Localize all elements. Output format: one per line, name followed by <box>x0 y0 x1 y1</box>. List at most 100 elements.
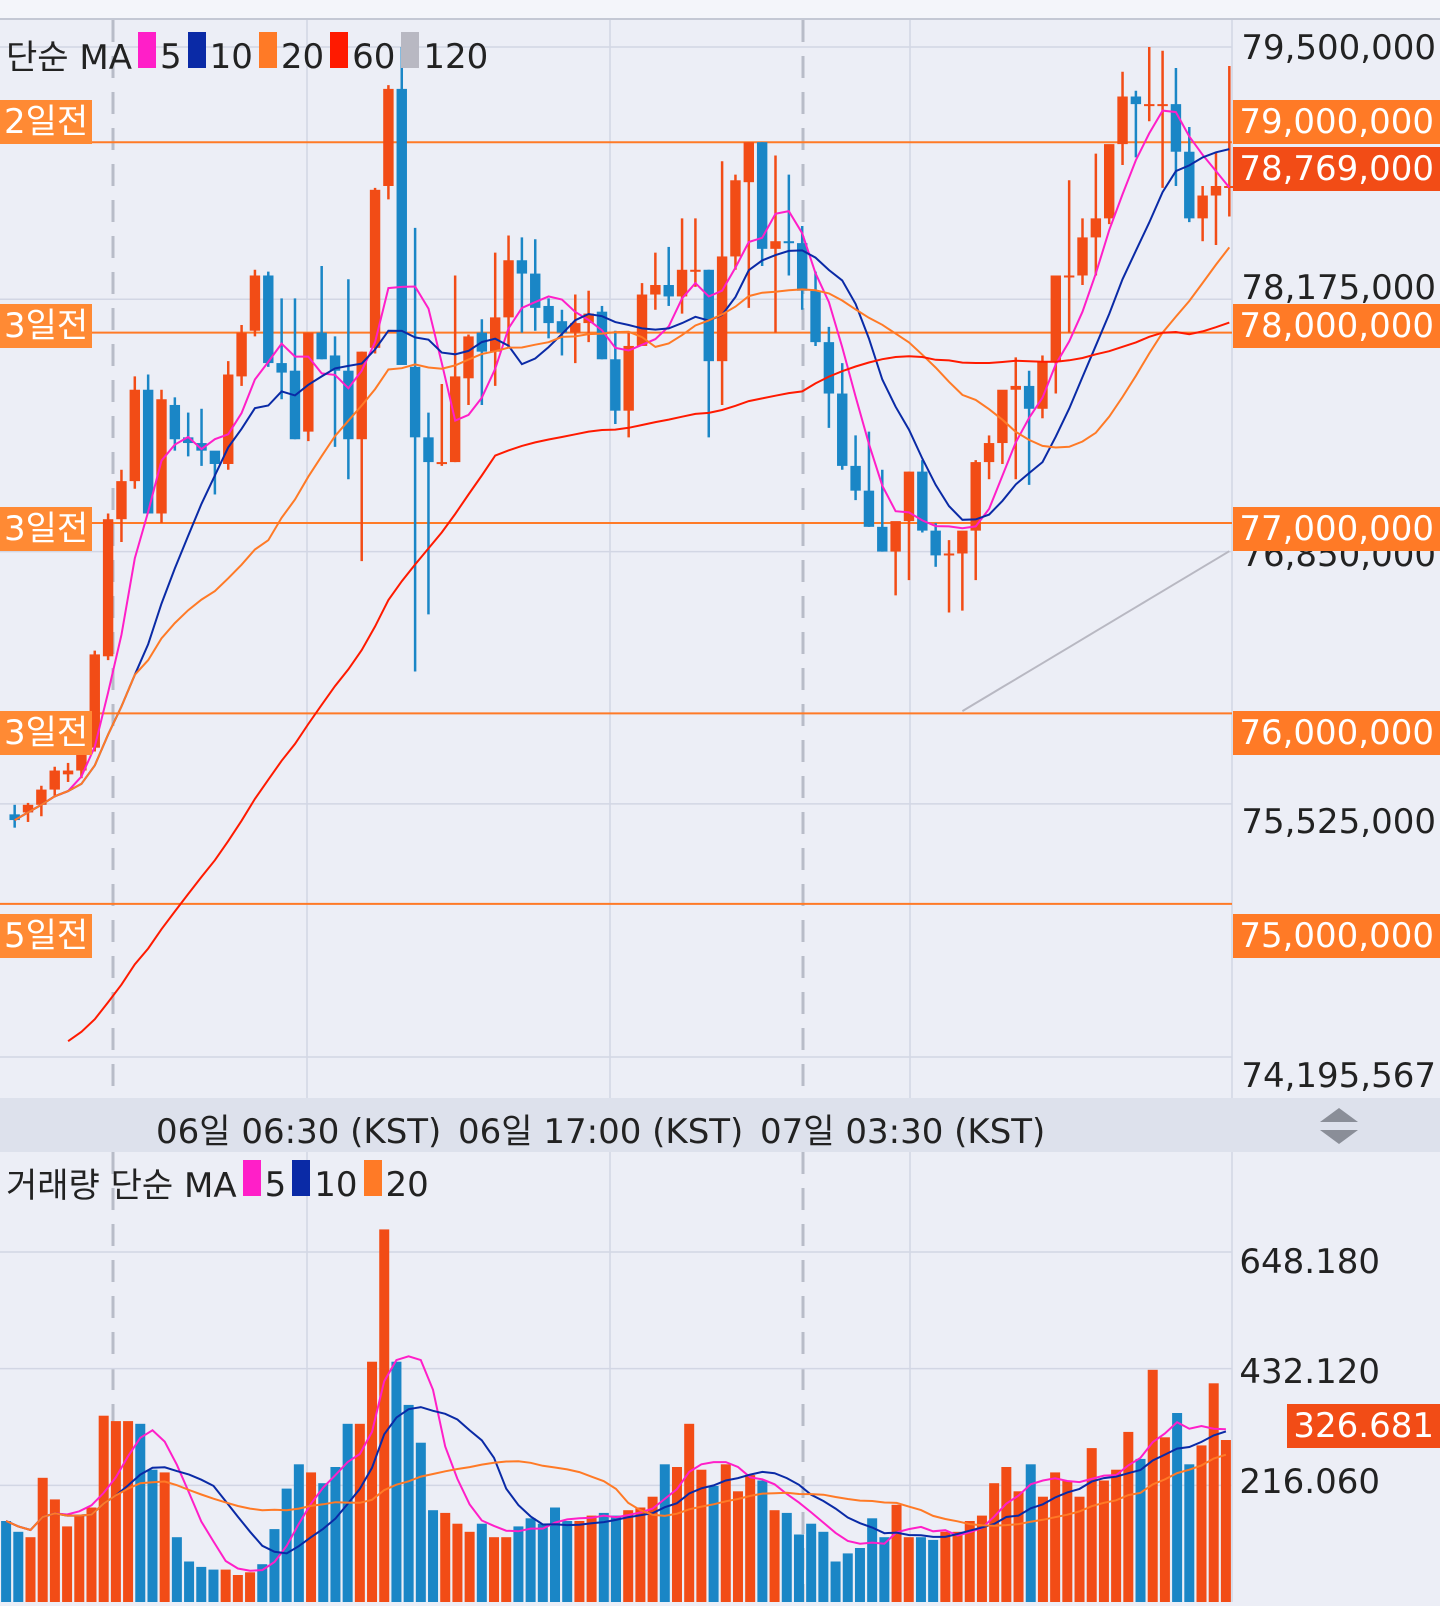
candle-1 <box>22 804 34 813</box>
price-ma-label-60: 60 <box>352 37 396 77</box>
level-tag-78000000: 78,000,000 <box>1233 304 1440 348</box>
volume-bar-17 <box>208 1569 219 1602</box>
candle-17 <box>236 332 247 377</box>
level-tag-76000000: 76,000,000 <box>1233 711 1440 755</box>
volume-bar-18 <box>220 1569 231 1602</box>
volume-bar-67 <box>818 1531 829 1602</box>
ma60-line <box>67 321 1230 1043</box>
candle-34 <box>463 336 474 379</box>
volume-bar-33 <box>403 1404 414 1602</box>
volume-legend-label: 거래량 단순 MA <box>6 1166 237 1206</box>
vol-ma-label-5: 5 <box>264 1165 287 1205</box>
vol-ma-label-10: 10 <box>314 1165 358 1205</box>
volume-axis-label-0: 648.180 <box>1239 1242 1380 1282</box>
candle-15 <box>209 450 221 464</box>
candle-83 <box>1117 96 1128 145</box>
candle-27 <box>369 189 381 348</box>
price-ma-swatch-20 <box>258 32 277 68</box>
volume-bar-100 <box>1220 1440 1231 1602</box>
candle-20 <box>276 363 287 373</box>
volume-bar-53 <box>647 1496 658 1602</box>
volume-bar-98 <box>1196 1445 1207 1602</box>
candle-8 <box>116 481 127 520</box>
volume-bar-49 <box>598 1512 609 1602</box>
price-legend: 단순 MA 5 10 20 60 120 <box>6 30 488 79</box>
volume-bar-80 <box>976 1515 987 1602</box>
candle-21 <box>289 370 301 440</box>
volume-bar-65 <box>793 1534 804 1602</box>
candle-26 <box>356 351 367 440</box>
volume-bar-64 <box>781 1512 792 1602</box>
volume-bar-27 <box>330 1467 341 1602</box>
volume-bar-55 <box>671 1467 682 1602</box>
volume-bar-12 <box>147 1469 158 1602</box>
candle-28 <box>383 88 394 186</box>
volume-bar-83 <box>1013 1491 1024 1602</box>
candle-88 <box>1184 151 1195 219</box>
price-ma-label-5: 5 <box>159 37 182 77</box>
candle-32 <box>436 462 448 465</box>
candle-86 <box>1157 104 1168 107</box>
volume-bar-85 <box>1037 1496 1048 1602</box>
candle-4 <box>62 770 74 775</box>
candle-25 <box>343 370 354 440</box>
volume-bar-46 <box>562 1521 573 1602</box>
volume-bar-4 <box>49 1499 60 1602</box>
volume-bar-6 <box>74 1515 85 1602</box>
ma120-line <box>961 550 1230 712</box>
volume-bar-34 <box>415 1442 426 1602</box>
volume-bar-76 <box>928 1539 939 1602</box>
candle-82 <box>1103 144 1115 219</box>
candle-75 <box>1010 385 1021 390</box>
candle-13 <box>182 437 194 444</box>
candle-74 <box>997 389 1008 444</box>
candle-55 <box>743 142 755 183</box>
volume-bar-59 <box>720 1464 731 1602</box>
candle-71 <box>957 530 968 554</box>
volume-bar-56 <box>684 1423 695 1602</box>
volume-bar-92 <box>1123 1431 1134 1602</box>
volume-bar-81 <box>989 1483 1000 1602</box>
candle-18 <box>249 275 261 331</box>
price-legend-label: 단순 MA <box>6 38 132 78</box>
candle-80 <box>1077 237 1088 276</box>
candle-5 <box>76 747 87 771</box>
volume-bar-99 <box>1208 1383 1219 1602</box>
price-ma-swatch-10 <box>187 32 206 68</box>
day-tag-2: 3일전 <box>0 507 93 551</box>
volume-bar-19 <box>232 1575 243 1602</box>
candle-38 <box>516 260 528 274</box>
volume-bar-38 <box>464 1531 475 1602</box>
candle-52 <box>703 269 714 362</box>
volume-bar-45 <box>550 1507 561 1602</box>
candle-60 <box>810 290 821 343</box>
candle-58 <box>783 241 795 244</box>
candle-73 <box>983 443 995 463</box>
candle-65 <box>877 526 888 552</box>
ma10-line <box>14 148 1230 821</box>
volume-bar-42 <box>513 1526 524 1602</box>
candle-2 <box>36 789 47 805</box>
candle-84 <box>1130 96 1142 105</box>
candle-69 <box>930 530 941 556</box>
top-strip <box>0 0 1440 20</box>
candle-48 <box>650 285 661 295</box>
candle-44 <box>596 311 608 360</box>
candle-12 <box>169 404 181 440</box>
resize-handle-icon[interactable] <box>1316 1106 1362 1146</box>
candle-11 <box>156 399 167 514</box>
price-axis-label-1: 78,175,000 <box>1241 268 1436 308</box>
price-ma-label-10: 10 <box>209 37 253 77</box>
candle-24 <box>329 355 341 371</box>
volume-bar-28 <box>342 1423 353 1602</box>
volume-bar-50 <box>610 1515 622 1602</box>
volume-bar-66 <box>806 1523 817 1602</box>
price-axis-label-0: 79,500,000 <box>1241 28 1436 68</box>
price-axis-label-3: 75,525,000 <box>1241 802 1436 842</box>
candle-41 <box>556 321 568 333</box>
volume-bar-77 <box>940 1531 951 1602</box>
time-label-0: 06일 06:30 (KST) <box>156 1112 442 1152</box>
volume-bar-70 <box>854 1548 865 1602</box>
candle-40 <box>543 305 554 324</box>
